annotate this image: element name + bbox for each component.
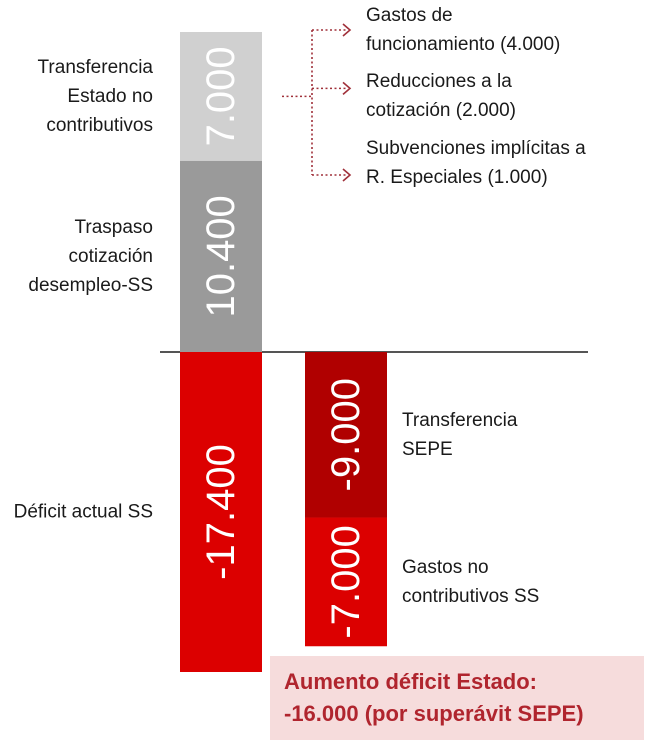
breakdown-layer: Gastos de funcionamiento (4.000) Reduccion…	[282, 5, 586, 188]
segment-name-label: Estado no	[67, 86, 153, 107]
bar-2-segment-2	[305, 517, 387, 647]
segment-name-label: contributivos	[46, 115, 153, 136]
segment-name-label: Déficit actual SS	[14, 502, 153, 523]
bar-1-segment-3	[180, 352, 262, 672]
deficit-increase-callout: Aumento déficit Estado: -16.000 (por sup…	[270, 656, 644, 740]
segment-name-label: contributivos SS	[402, 586, 539, 607]
segment-name-label: cotización	[69, 246, 154, 267]
segment-value-label: 7.000	[199, 46, 243, 146]
bar-1-segment-1	[180, 160, 262, 352]
callout-line-2: -16.000 (por superávit SEPE)	[284, 701, 584, 726]
segment-name-label: Transferencia	[402, 410, 518, 431]
segment-name-label: SEPE	[402, 439, 453, 460]
segment-value-label: -7.000	[324, 525, 368, 638]
breakdown-item-label: funcionamiento (4.000)	[366, 34, 560, 55]
segment-value-label: -9.000	[324, 378, 368, 491]
labels-layer: 10.400 Traspaso cotización desempleo-SS 7.00…	[14, 46, 540, 638]
breakdown-item-label: Reducciones a la	[366, 71, 512, 92]
breakdown-arrow-head	[342, 81, 352, 95]
breakdown-item-label: Gastos de	[366, 5, 453, 26]
segment-value-label: 10.400	[199, 195, 243, 317]
segment-name-label: Gastos no	[402, 557, 489, 578]
breakdown-arrow-head	[342, 23, 352, 37]
breakdown-item-label: cotización (2.000)	[366, 100, 516, 121]
segment-name-label: desempleo-SS	[28, 275, 153, 296]
breakdown-item-label: Subvenciones implícitas a	[366, 138, 586, 159]
segment-value-label: -17.400	[199, 444, 243, 580]
callout-line-1: Aumento déficit Estado:	[284, 669, 538, 694]
segment-name-label: Traspaso	[75, 217, 154, 238]
segment-name-label: Transferencia	[38, 57, 154, 78]
bar-2-segment-1	[305, 352, 387, 518]
bars-layer	[180, 32, 387, 672]
bar-1-segment-2	[180, 32, 262, 161]
breakdown-item-label: R. Especiales (1.000)	[366, 167, 548, 188]
breakdown-arrow-head	[342, 168, 352, 182]
